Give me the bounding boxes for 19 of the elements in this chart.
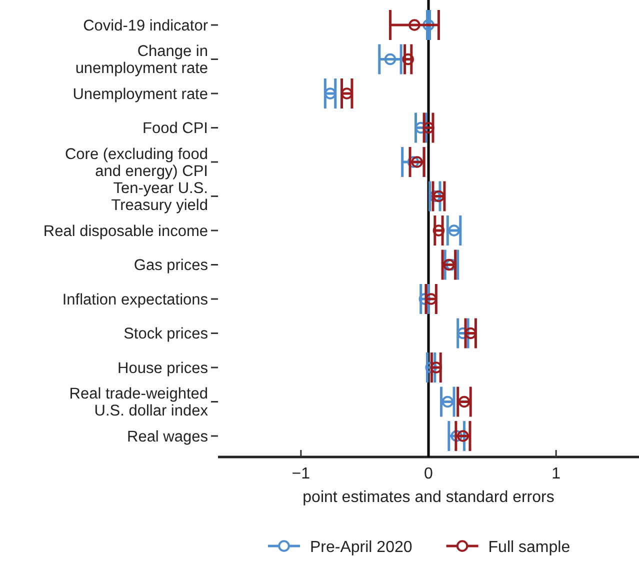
- y-tick-label: Inflation expectations: [62, 291, 208, 308]
- x-tick-label: 0: [424, 465, 434, 482]
- x-axis-title: point estimates and standard errors: [302, 489, 554, 506]
- x-tick-label: −1: [292, 465, 310, 482]
- legend-label: Full sample: [488, 539, 570, 556]
- y-tick-label: Unemployment rate: [72, 86, 208, 103]
- y-tick-label: House prices: [118, 360, 208, 377]
- legend-label: Pre-April 2020: [310, 539, 412, 556]
- y-tick-label: Core (excluding food and energy) CPI: [64, 146, 208, 180]
- y-tick-label: Food CPI: [142, 120, 208, 138]
- y-tick-label: Stock prices: [124, 326, 208, 343]
- y-tick-label: Covid-19 indicator: [83, 17, 208, 34]
- y-tick-label: Real disposable income: [43, 222, 208, 240]
- y-tick-label: Change in unemployment rate: [75, 43, 208, 78]
- y-tick-label: Real wages: [127, 428, 208, 446]
- y-tick-label: Ten-year U.S. Treasury yield: [111, 180, 208, 214]
- y-tick-label: Real trade-weighted U.S. dollar index: [69, 386, 208, 420]
- y-tick-label: Gas prices: [134, 257, 208, 274]
- x-tick-label: 1: [552, 465, 561, 482]
